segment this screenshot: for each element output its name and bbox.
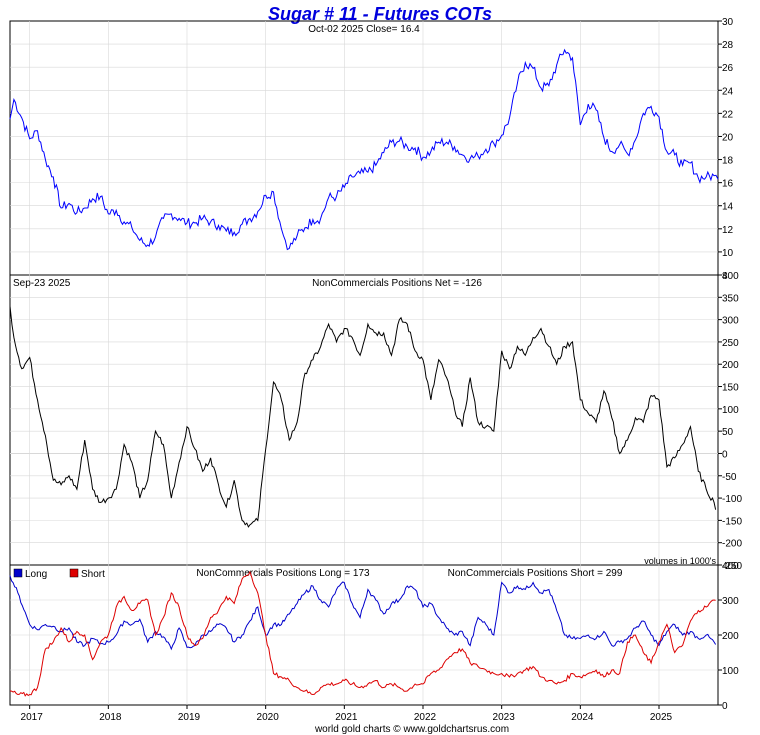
ytick-label: 150 <box>722 383 739 394</box>
net-header: NonCommercials Positions Net = -126 <box>312 278 482 289</box>
ytick-label: 8 <box>722 271 728 282</box>
ytick-label: 200 <box>722 631 739 642</box>
ytick-label: 22 <box>722 109 734 120</box>
grid-layer <box>10 21 718 705</box>
xtick-label: 2019 <box>178 712 201 723</box>
long-header: NonCommercials Positions Long = 173 <box>196 568 370 579</box>
net-panel-frame <box>9 274 719 566</box>
series-net-line <box>9 306 717 528</box>
series-short-line <box>9 570 716 697</box>
chart-title: Sugar # 11 - Futures COTs <box>268 4 492 24</box>
ytick-label: 300 <box>722 596 739 607</box>
xtick-label: 2018 <box>99 712 122 723</box>
ytick-label: 200 <box>722 360 739 371</box>
ytick-label: 100 <box>722 405 739 416</box>
short-header: NonCommercials Positions Short = 299 <box>448 568 623 579</box>
ytick-label: 0 <box>722 701 728 712</box>
ytick-label: 12 <box>722 225 734 236</box>
ytick-label: 100 <box>722 666 739 677</box>
ytick-label: 350 <box>722 293 739 304</box>
ticks-layer: 81012141618202224262830-250-200-150-100-… <box>21 17 743 723</box>
legend-short-swatch <box>69 568 79 578</box>
footer-credit: world gold charts © www.goldchartsrus.co… <box>314 724 509 735</box>
legend-short-label: Short <box>81 569 105 580</box>
series-price-line <box>9 48 719 251</box>
ytick-label: 16 <box>722 179 734 190</box>
ytick-label: 10 <box>722 248 734 259</box>
ytick-label: 24 <box>722 86 734 97</box>
xtick-label: 2025 <box>650 712 673 723</box>
ytick-label: -250 <box>722 561 742 572</box>
ytick-label: 30 <box>722 17 734 28</box>
ytick-label: 400 <box>722 561 739 572</box>
ytick-label: -150 <box>722 516 742 527</box>
ytick-label: 20 <box>722 132 734 143</box>
net-header-date: Sep-23 2025 <box>13 278 71 289</box>
ytick-label: 50 <box>722 427 734 438</box>
legend-long-label: Long <box>25 569 47 580</box>
price-panel-frame <box>9 20 719 276</box>
ytick-label: 26 <box>722 63 734 74</box>
ytick-label: -200 <box>722 539 742 550</box>
ytick-label: 300 <box>722 316 739 327</box>
ytick-label: 28 <box>722 40 734 51</box>
xtick-label: 2024 <box>571 712 594 723</box>
volumes-note: volumes in 1000's <box>644 556 716 566</box>
ytick-label: 250 <box>722 338 739 349</box>
xtick-label: 2020 <box>257 712 280 723</box>
price-header: Oct-02 2025 Close= 16.4 <box>308 24 420 35</box>
ytick-label: 14 <box>722 202 734 213</box>
ytick-label: -100 <box>722 494 742 505</box>
ytick-label: 400 <box>722 271 739 282</box>
legend-long-swatch <box>13 568 23 578</box>
series-long-line <box>9 575 717 651</box>
xtick-label: 2022 <box>414 712 437 723</box>
xtick-label: 2017 <box>21 712 44 723</box>
ytick-label: 18 <box>722 156 734 167</box>
xtick-label: 2021 <box>335 712 358 723</box>
ytick-label: -50 <box>722 472 737 483</box>
lines-layer <box>9 48 719 697</box>
ytick-label: 0 <box>722 449 728 460</box>
xtick-label: 2023 <box>493 712 516 723</box>
